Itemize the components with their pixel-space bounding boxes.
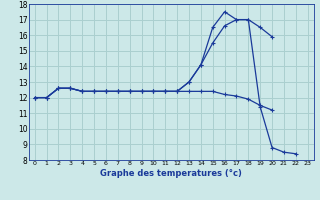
X-axis label: Graphe des temperatures (°c): Graphe des temperatures (°c): [100, 169, 242, 178]
